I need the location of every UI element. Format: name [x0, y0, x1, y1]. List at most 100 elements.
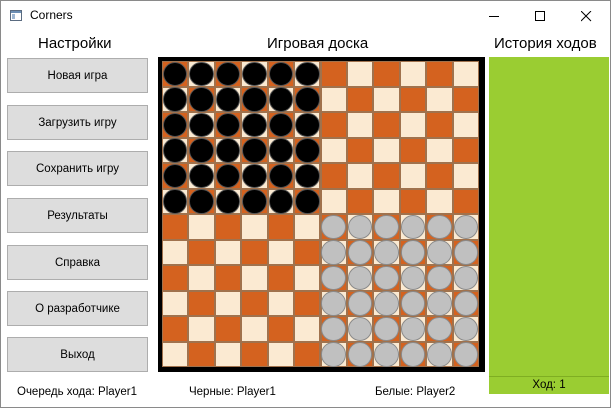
black-piece[interactable]	[215, 87, 241, 112]
board-cell[interactable]	[347, 62, 373, 86]
white-piece[interactable]	[374, 265, 399, 290]
black-piece[interactable]	[189, 87, 214, 112]
white-piece[interactable]	[427, 240, 452, 265]
board-cell[interactable]	[295, 240, 320, 264]
board-cell[interactable]	[268, 266, 294, 290]
black-piece[interactable]	[268, 87, 294, 112]
board-cell[interactable]	[427, 138, 452, 162]
board-cell[interactable]	[400, 113, 426, 137]
black-piece[interactable]	[162, 87, 188, 112]
white-piece[interactable]	[321, 291, 346, 316]
black-piece[interactable]	[189, 163, 214, 188]
board-cell[interactable]	[374, 87, 399, 111]
black-piece[interactable]	[215, 138, 241, 163]
board-cell[interactable]	[242, 215, 267, 239]
board-cell[interactable]	[215, 266, 241, 290]
black-piece[interactable]	[295, 163, 320, 188]
black-piece[interactable]	[242, 61, 267, 86]
board-cell[interactable]	[163, 215, 188, 239]
white-piece[interactable]	[427, 316, 452, 341]
black-piece[interactable]	[189, 138, 214, 163]
black-piece[interactable]	[162, 138, 188, 163]
black-piece[interactable]	[295, 189, 320, 214]
board-cell[interactable]	[321, 138, 346, 162]
white-piece[interactable]	[453, 316, 479, 341]
white-piece[interactable]	[374, 316, 399, 341]
board-cell[interactable]	[189, 240, 214, 264]
white-piece[interactable]	[347, 240, 373, 265]
board-cell[interactable]	[427, 62, 452, 86]
board-cell[interactable]	[347, 138, 373, 162]
board-cell[interactable]	[427, 164, 452, 188]
white-piece[interactable]	[347, 316, 373, 341]
black-piece[interactable]	[268, 163, 294, 188]
board-cell[interactable]	[400, 87, 426, 111]
black-piece[interactable]	[268, 138, 294, 163]
white-piece[interactable]	[400, 291, 426, 316]
black-piece[interactable]	[162, 61, 188, 86]
board-cell[interactable]	[453, 164, 478, 188]
help-button[interactable]: Справка	[7, 245, 148, 280]
white-piece[interactable]	[321, 265, 346, 290]
white-piece[interactable]	[374, 214, 399, 239]
white-piece[interactable]	[347, 214, 373, 239]
board-cell[interactable]	[215, 317, 241, 341]
board-cell[interactable]	[321, 87, 346, 111]
board-cell[interactable]	[427, 113, 452, 137]
board-cell[interactable]	[374, 164, 399, 188]
board-cell[interactable]	[453, 62, 478, 86]
black-piece[interactable]	[268, 61, 294, 86]
about-button[interactable]: О разработчике	[7, 291, 148, 326]
white-piece[interactable]	[347, 342, 373, 367]
white-piece[interactable]	[321, 240, 346, 265]
board-cell[interactable]	[400, 138, 426, 162]
title-bar[interactable]: Corners	[1, 1, 610, 31]
board-cell[interactable]	[215, 215, 241, 239]
board-cell[interactable]	[295, 291, 320, 315]
board-cell[interactable]	[321, 62, 346, 86]
white-piece[interactable]	[400, 214, 426, 239]
board-cell[interactable]	[347, 164, 373, 188]
board-cell[interactable]	[321, 164, 346, 188]
board-cell[interactable]	[163, 291, 188, 315]
black-piece[interactable]	[162, 189, 188, 214]
board-cell[interactable]	[189, 342, 214, 366]
board-cell[interactable]	[347, 189, 373, 213]
white-piece[interactable]	[400, 342, 426, 367]
black-piece[interactable]	[242, 112, 267, 137]
black-piece[interactable]	[295, 87, 320, 112]
white-piece[interactable]	[400, 316, 426, 341]
black-piece[interactable]	[268, 189, 294, 214]
board-cell[interactable]	[268, 240, 294, 264]
board-cell[interactable]	[242, 240, 267, 264]
black-piece[interactable]	[215, 163, 241, 188]
board-cell[interactable]	[163, 317, 188, 341]
save-game-button[interactable]: Сохранить игру	[7, 151, 148, 186]
board-cell[interactable]	[427, 87, 452, 111]
white-piece[interactable]	[453, 214, 479, 239]
board-cell[interactable]	[189, 215, 214, 239]
white-piece[interactable]	[400, 240, 426, 265]
board-cell[interactable]	[295, 215, 320, 239]
black-piece[interactable]	[215, 112, 241, 137]
board-cell[interactable]	[189, 266, 214, 290]
board-cell[interactable]	[163, 266, 188, 290]
board-cell[interactable]	[400, 189, 426, 213]
black-piece[interactable]	[242, 87, 267, 112]
black-piece[interactable]	[162, 112, 188, 137]
board-cell[interactable]	[321, 189, 346, 213]
black-piece[interactable]	[295, 112, 320, 137]
close-button[interactable]	[564, 1, 610, 31]
board-cell[interactable]	[189, 291, 214, 315]
board-cell[interactable]	[242, 342, 267, 366]
board-cell[interactable]	[268, 342, 294, 366]
black-piece[interactable]	[242, 189, 267, 214]
white-piece[interactable]	[374, 291, 399, 316]
board-cell[interactable]	[189, 317, 214, 341]
board-cell[interactable]	[163, 240, 188, 264]
board-cell[interactable]	[268, 215, 294, 239]
board-cell[interactable]	[347, 113, 373, 137]
white-piece[interactable]	[453, 342, 479, 367]
board-cell[interactable]	[295, 266, 320, 290]
board-cell[interactable]	[215, 342, 241, 366]
